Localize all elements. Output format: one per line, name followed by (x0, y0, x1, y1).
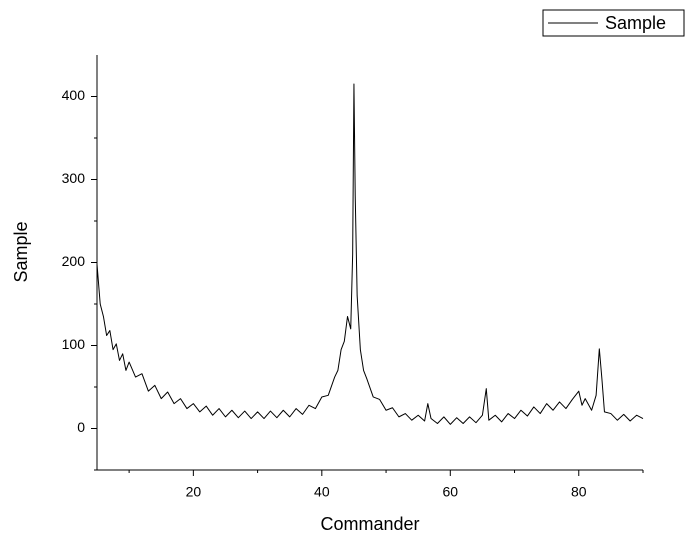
y-tick-label: 0 (77, 419, 85, 435)
x-axis-title: Commander (320, 514, 419, 534)
x-tick-label: 40 (314, 484, 330, 500)
y-tick-label: 300 (62, 170, 86, 186)
y-tick-label: 100 (62, 336, 86, 352)
x-tick-label: 60 (443, 484, 459, 500)
x-tick-label: 20 (186, 484, 202, 500)
x-tick-label: 80 (571, 484, 587, 500)
legend-label: Sample (605, 13, 666, 33)
y-tick-label: 400 (62, 87, 86, 103)
y-axis-title: Sample (11, 221, 31, 282)
data-line (96, 83, 644, 425)
y-tick-label: 200 (62, 253, 86, 269)
